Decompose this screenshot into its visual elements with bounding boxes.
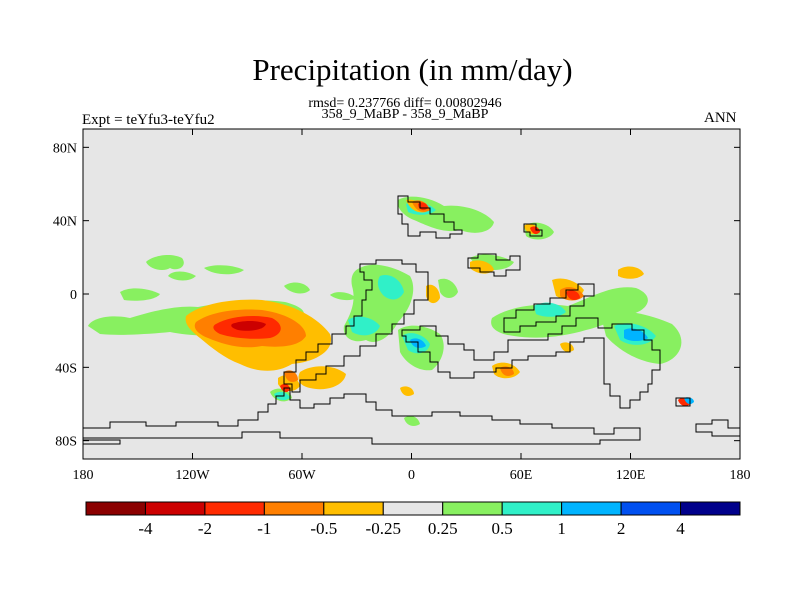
- field-red-east-asia: [530, 226, 540, 235]
- coast-asia-small: [523, 223, 543, 237]
- coast-africa: [401, 317, 661, 409]
- coast-antarctica-east: [695, 419, 740, 437]
- field-green-andes: [330, 292, 356, 301]
- colorbar-label: 2: [617, 519, 626, 538]
- x-tick-label: 120W: [175, 468, 210, 483]
- field-green-small: [284, 282, 310, 294]
- colorbar-label: -0.25: [366, 519, 401, 538]
- colorbar-swatch-0: [85, 501, 146, 516]
- field-cyan-south-america: [377, 274, 404, 300]
- continent-outlines: [83, 195, 740, 445]
- colorbar-label: -0.5: [310, 519, 337, 538]
- field-green-5: [204, 265, 244, 275]
- colorbar: -4 -2 -1 -0.5 -0.25 0.25 0.5 1 2 4: [85, 501, 741, 538]
- colorbar-label: -1: [257, 519, 271, 538]
- coast-east-continent: [467, 253, 521, 277]
- field-yellow-africa: [426, 284, 440, 304]
- field-pacific-green-3: [146, 255, 184, 270]
- x-tick-label: 60W: [288, 468, 316, 483]
- colorbar-swatch-5: [382, 501, 444, 516]
- y-tick-label: 0: [70, 288, 77, 303]
- coast-india: [503, 283, 595, 333]
- coast-antarctica: [83, 387, 641, 445]
- rmsd-diff-stats: rmsd= 0.237766 diff= 0.00802946: [308, 96, 502, 111]
- y-tick-label: 80N: [53, 141, 77, 156]
- precipitation-difference-field: [88, 196, 694, 426]
- season-label: ANN: [704, 110, 737, 126]
- field-blue-southern: [684, 397, 694, 405]
- field-cyan-indian: [534, 302, 566, 317]
- field-blue-pacific: [624, 328, 648, 341]
- case-label: 358_9_MaBP - 358_9_MaBP: [321, 107, 489, 122]
- field-pacific-green-4: [168, 271, 196, 281]
- field-green-indian-ocean: [491, 287, 648, 338]
- colorbar-swatch-7: [501, 501, 563, 516]
- x-tick-label: 180: [73, 468, 94, 483]
- x-tick-label: 0: [408, 468, 415, 483]
- colorbar-swatch-9: [620, 501, 682, 516]
- colorbar-label: 4: [676, 519, 685, 538]
- colorbar-swatch-3: [263, 501, 325, 516]
- y-tick-label: 40N: [53, 215, 77, 230]
- field-orange-africa: [500, 366, 514, 376]
- field-orange-sa: [284, 370, 298, 382]
- coast-south-america: [283, 259, 429, 393]
- coast-southern-island: [675, 397, 691, 407]
- x-tick-label: 120E: [616, 468, 646, 483]
- field-pacific-green-2: [120, 288, 160, 301]
- field-green-southern: [404, 416, 420, 426]
- colorbar-label: -4: [138, 519, 153, 538]
- plot-title: Precipitation (in mm/day): [252, 52, 573, 87]
- colorbar-swatch-6: [442, 501, 503, 516]
- coast-antarctica-west: [83, 439, 121, 445]
- experiment-label: Expt = teYfu3-teYfu2: [82, 112, 215, 128]
- colorbar-swatch-4: [323, 501, 384, 516]
- colorbar-swatch-2: [204, 501, 265, 516]
- colorbar-label: 0.5: [492, 519, 513, 538]
- coast-northern-continent: [397, 195, 463, 239]
- field-yellow-southern: [400, 386, 414, 396]
- field-cyan-south-america-2: [348, 316, 380, 336]
- y-tick-label: 80S: [55, 435, 77, 450]
- field-yellow-india: [470, 260, 494, 274]
- colorbar-swatch-1: [144, 501, 206, 516]
- field-yellow-sa: [298, 366, 346, 390]
- y-tick-label: 40S: [55, 361, 77, 376]
- colorbar-swatch-8: [561, 501, 622, 516]
- colorbar-swatch-10: [680, 501, 741, 516]
- field-darkred-pacific: [231, 321, 266, 331]
- field-green-africa-2: [438, 278, 458, 298]
- x-tick-label: 180: [730, 468, 751, 483]
- field-yellow-east: [618, 266, 644, 279]
- axis-ticks: 180 120W 60W 0 60E 120E 180 80N 40N 0 40S 80S: [53, 129, 751, 483]
- colorbar-label: 1: [557, 519, 566, 538]
- x-tick-label: 60E: [510, 468, 533, 483]
- colorbar-label: 0.25: [428, 519, 458, 538]
- field-red-india: [566, 290, 580, 300]
- colorbar-label: -2: [198, 519, 212, 538]
